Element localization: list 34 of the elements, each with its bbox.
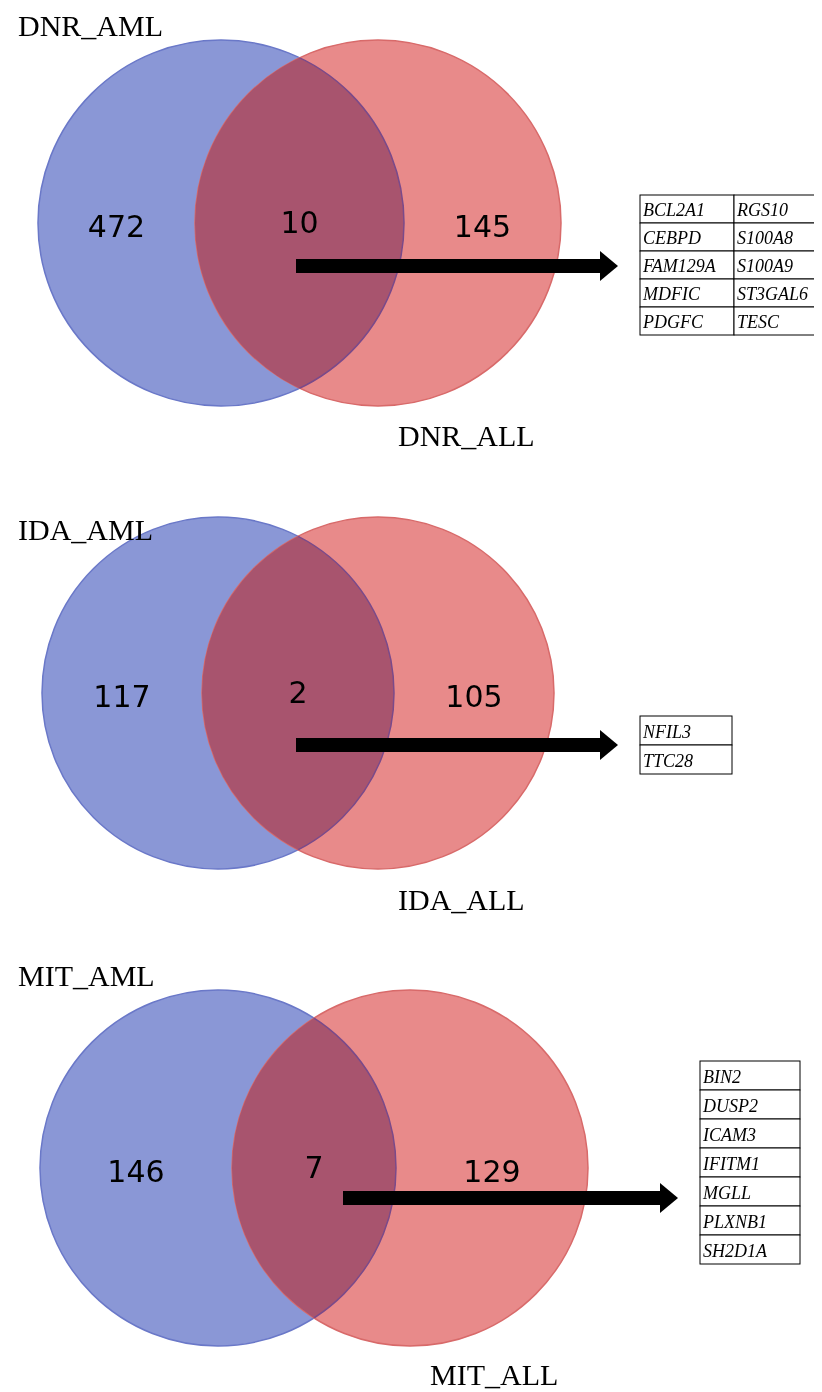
data-label: 129 <box>463 1154 521 1189</box>
text: DUSP2 <box>702 1096 758 1116</box>
text: NFIL3 <box>642 722 692 742</box>
category-label: MIT_AML <box>18 959 155 992</box>
text: ICAM3 <box>702 1125 756 1145</box>
text: BCL2A1 <box>643 200 706 220</box>
text: PLXNB1 <box>702 1212 768 1232</box>
text: IFITM1 <box>702 1154 760 1174</box>
text: RGS10 <box>736 200 788 220</box>
text: S100A8 <box>737 228 793 248</box>
data-label: 2 <box>288 675 308 710</box>
category-label: DNR_ALL <box>398 419 535 452</box>
text: CEBPD <box>643 228 701 248</box>
data-label: 105 <box>445 679 503 714</box>
text: S100A9 <box>737 256 793 276</box>
category-label: DNR_AML <box>18 9 164 42</box>
text: FAM129A <box>642 256 717 276</box>
text: MDFIC <box>642 284 701 304</box>
text: ST3GAL6 <box>737 284 809 304</box>
data-label: 472 <box>87 209 146 244</box>
category-label: IDA_ALL <box>398 883 525 916</box>
text: PDGFC <box>642 312 704 332</box>
text: BIN2 <box>703 1067 741 1087</box>
text: TESC <box>737 312 781 332</box>
category-label: IDA_AML <box>18 513 153 546</box>
text: TTC28 <box>643 751 694 771</box>
data-label: 145 <box>453 209 512 244</box>
data-label: 117 <box>93 679 151 714</box>
data-label: 146 <box>107 1154 165 1189</box>
data-label: 7 <box>304 1150 324 1185</box>
text: MGLL <box>702 1183 752 1203</box>
text: SH2D1A <box>703 1241 768 1261</box>
category-label: MIT_ALL <box>430 1358 559 1391</box>
data-label: 10 <box>280 205 319 240</box>
